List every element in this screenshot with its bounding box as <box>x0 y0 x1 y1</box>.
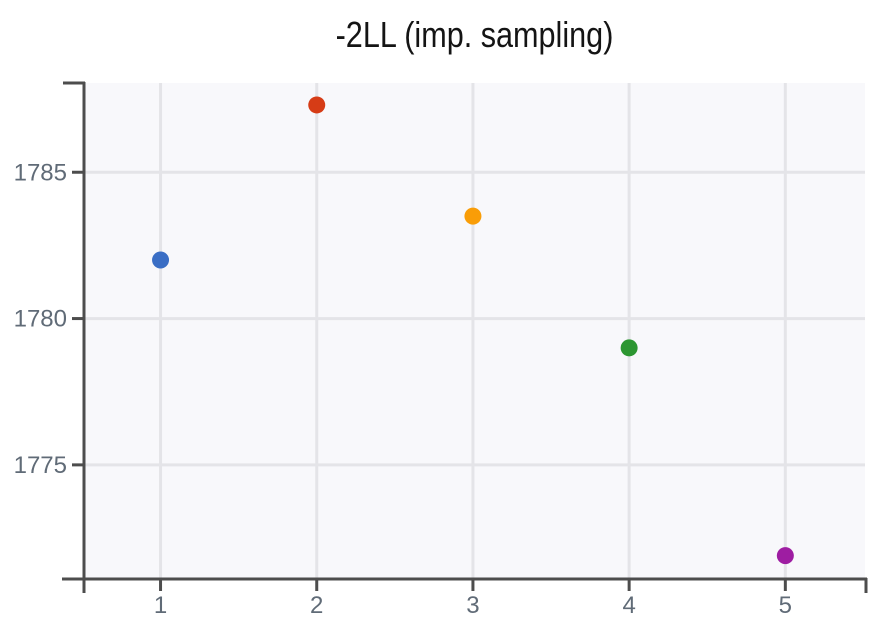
data-point <box>620 339 638 357</box>
x-tick-label: 5 <box>779 592 792 619</box>
y-tick-label: 1780 <box>14 306 67 333</box>
x-tick-label: 1 <box>154 592 167 619</box>
data-point <box>464 207 482 225</box>
x-tick-label: 4 <box>622 592 635 619</box>
plot-background <box>84 83 865 579</box>
data-point <box>152 251 170 269</box>
y-tick-label: 1785 <box>14 159 67 186</box>
data-point <box>776 547 794 565</box>
data-point <box>308 96 326 114</box>
x-tick-label: 2 <box>310 592 323 619</box>
x-tick-label: 3 <box>466 592 479 619</box>
chart-title: -2LL (imp. sampling) <box>335 14 614 55</box>
y-tick-label: 1775 <box>14 452 67 479</box>
